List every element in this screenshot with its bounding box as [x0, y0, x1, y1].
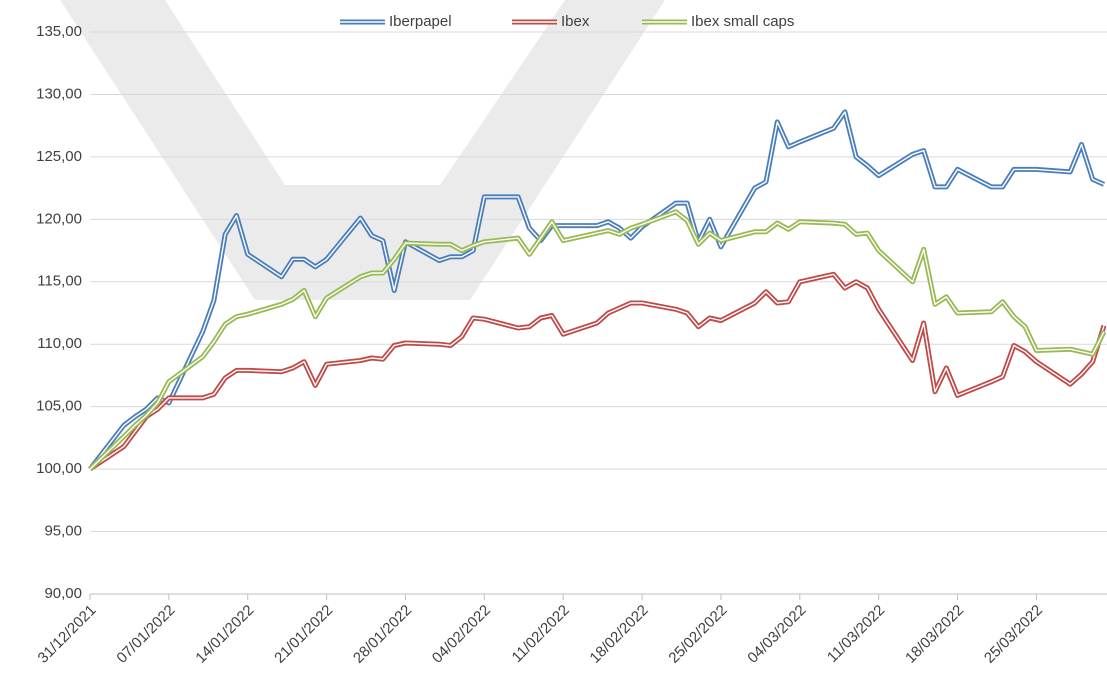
x-tick-label: 28/01/2022 — [350, 602, 415, 667]
legend-label: Ibex — [561, 13, 590, 30]
x-tick-label: 18/03/2022 — [902, 602, 967, 667]
x-tick-label: 04/03/2022 — [744, 602, 809, 667]
y-tick-label: 110,00 — [37, 335, 82, 352]
series-line-highlight — [89, 111, 1105, 470]
y-tick-label: 115,00 — [37, 273, 82, 290]
x-tick-label: 07/01/2022 — [113, 602, 178, 667]
x-tick-label: 04/02/2022 — [429, 602, 494, 667]
x-tick-label: 11/02/2022 — [509, 602, 573, 666]
y-tick-label: 125,00 — [36, 148, 82, 165]
y-tick-label: 120,00 — [36, 210, 82, 227]
series-line-highlight — [89, 211, 1105, 470]
x-tick-label: 14/01/2022 — [192, 602, 257, 667]
x-tick-label: 21/01/2022 — [271, 602, 336, 667]
y-tick-label: 95,00 — [44, 523, 82, 540]
x-tick-label: 25/03/2022 — [981, 602, 1046, 667]
y-tick-label: 90,00 — [44, 585, 82, 602]
y-tick-label: 130,00 — [36, 85, 82, 102]
y-tick-label: 105,00 — [36, 398, 82, 415]
x-tick-label: 31/12/2021 — [35, 602, 100, 667]
y-tick-label: 135,00 — [36, 23, 82, 40]
series-line-highlight — [89, 273, 1105, 470]
x-tick-label: 25/02/2022 — [665, 602, 730, 667]
legend-label: Iberpapel — [389, 13, 452, 30]
x-tick-label: 11/03/2022 — [824, 602, 888, 666]
watermark — [60, 0, 665, 300]
x-tick-label: 18/02/2022 — [587, 602, 652, 667]
y-tick-label: 100,00 — [36, 460, 82, 477]
legend-label: Ibex small caps — [691, 13, 794, 30]
